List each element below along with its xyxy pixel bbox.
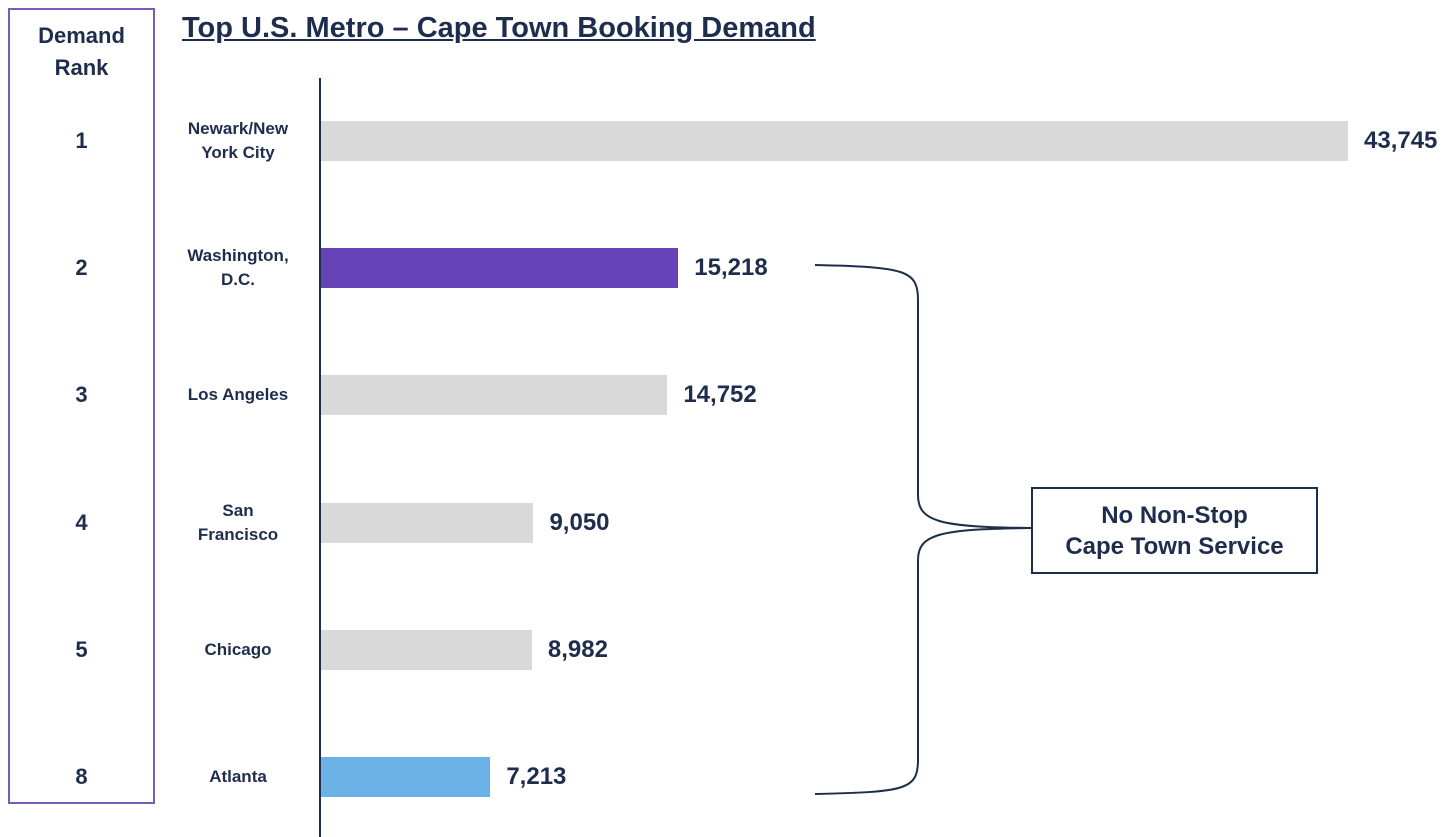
rank-label: 2 xyxy=(75,255,88,281)
bar xyxy=(321,629,532,670)
rank-label: 4 xyxy=(75,509,88,535)
category-label: San Francisco xyxy=(197,500,279,544)
bar xyxy=(321,375,668,416)
bar xyxy=(321,248,679,289)
bar xyxy=(321,757,491,797)
category-label: Los Angeles xyxy=(187,385,289,405)
rank-box xyxy=(8,8,155,804)
annotation-line: No Non-Stop xyxy=(1101,501,1248,529)
category-label: Atlanta xyxy=(209,767,267,786)
value-label: 14,752 xyxy=(683,381,757,409)
rank-label: 8 xyxy=(75,764,88,789)
rank-label: 1 xyxy=(75,128,88,153)
rank-label: 5 xyxy=(75,636,88,662)
rank-label: 3 xyxy=(75,382,88,408)
category-label: Newark/New York City xyxy=(187,119,289,162)
rank-header: Demand Rank xyxy=(38,23,125,80)
axis-line xyxy=(319,78,321,837)
brace-path xyxy=(814,264,1032,795)
bar xyxy=(321,502,534,543)
bar xyxy=(321,121,1348,161)
category-label: Washington, D.C. xyxy=(187,246,289,290)
value-label: 43,745 xyxy=(1364,127,1438,154)
value-label: 15,218 xyxy=(694,254,768,282)
value-label: 8,982 xyxy=(547,635,608,663)
value-label: 9,050 xyxy=(549,508,610,536)
annotation-line: Cape Town Service xyxy=(1065,532,1284,560)
value-label: 7,213 xyxy=(506,763,567,790)
annotation-box: No Non-Stop Cape Town Service xyxy=(1031,487,1318,574)
category-label: Chicago xyxy=(204,639,272,659)
chart-title: Top U.S. Metro – Cape Town Booking Deman… xyxy=(182,12,816,44)
